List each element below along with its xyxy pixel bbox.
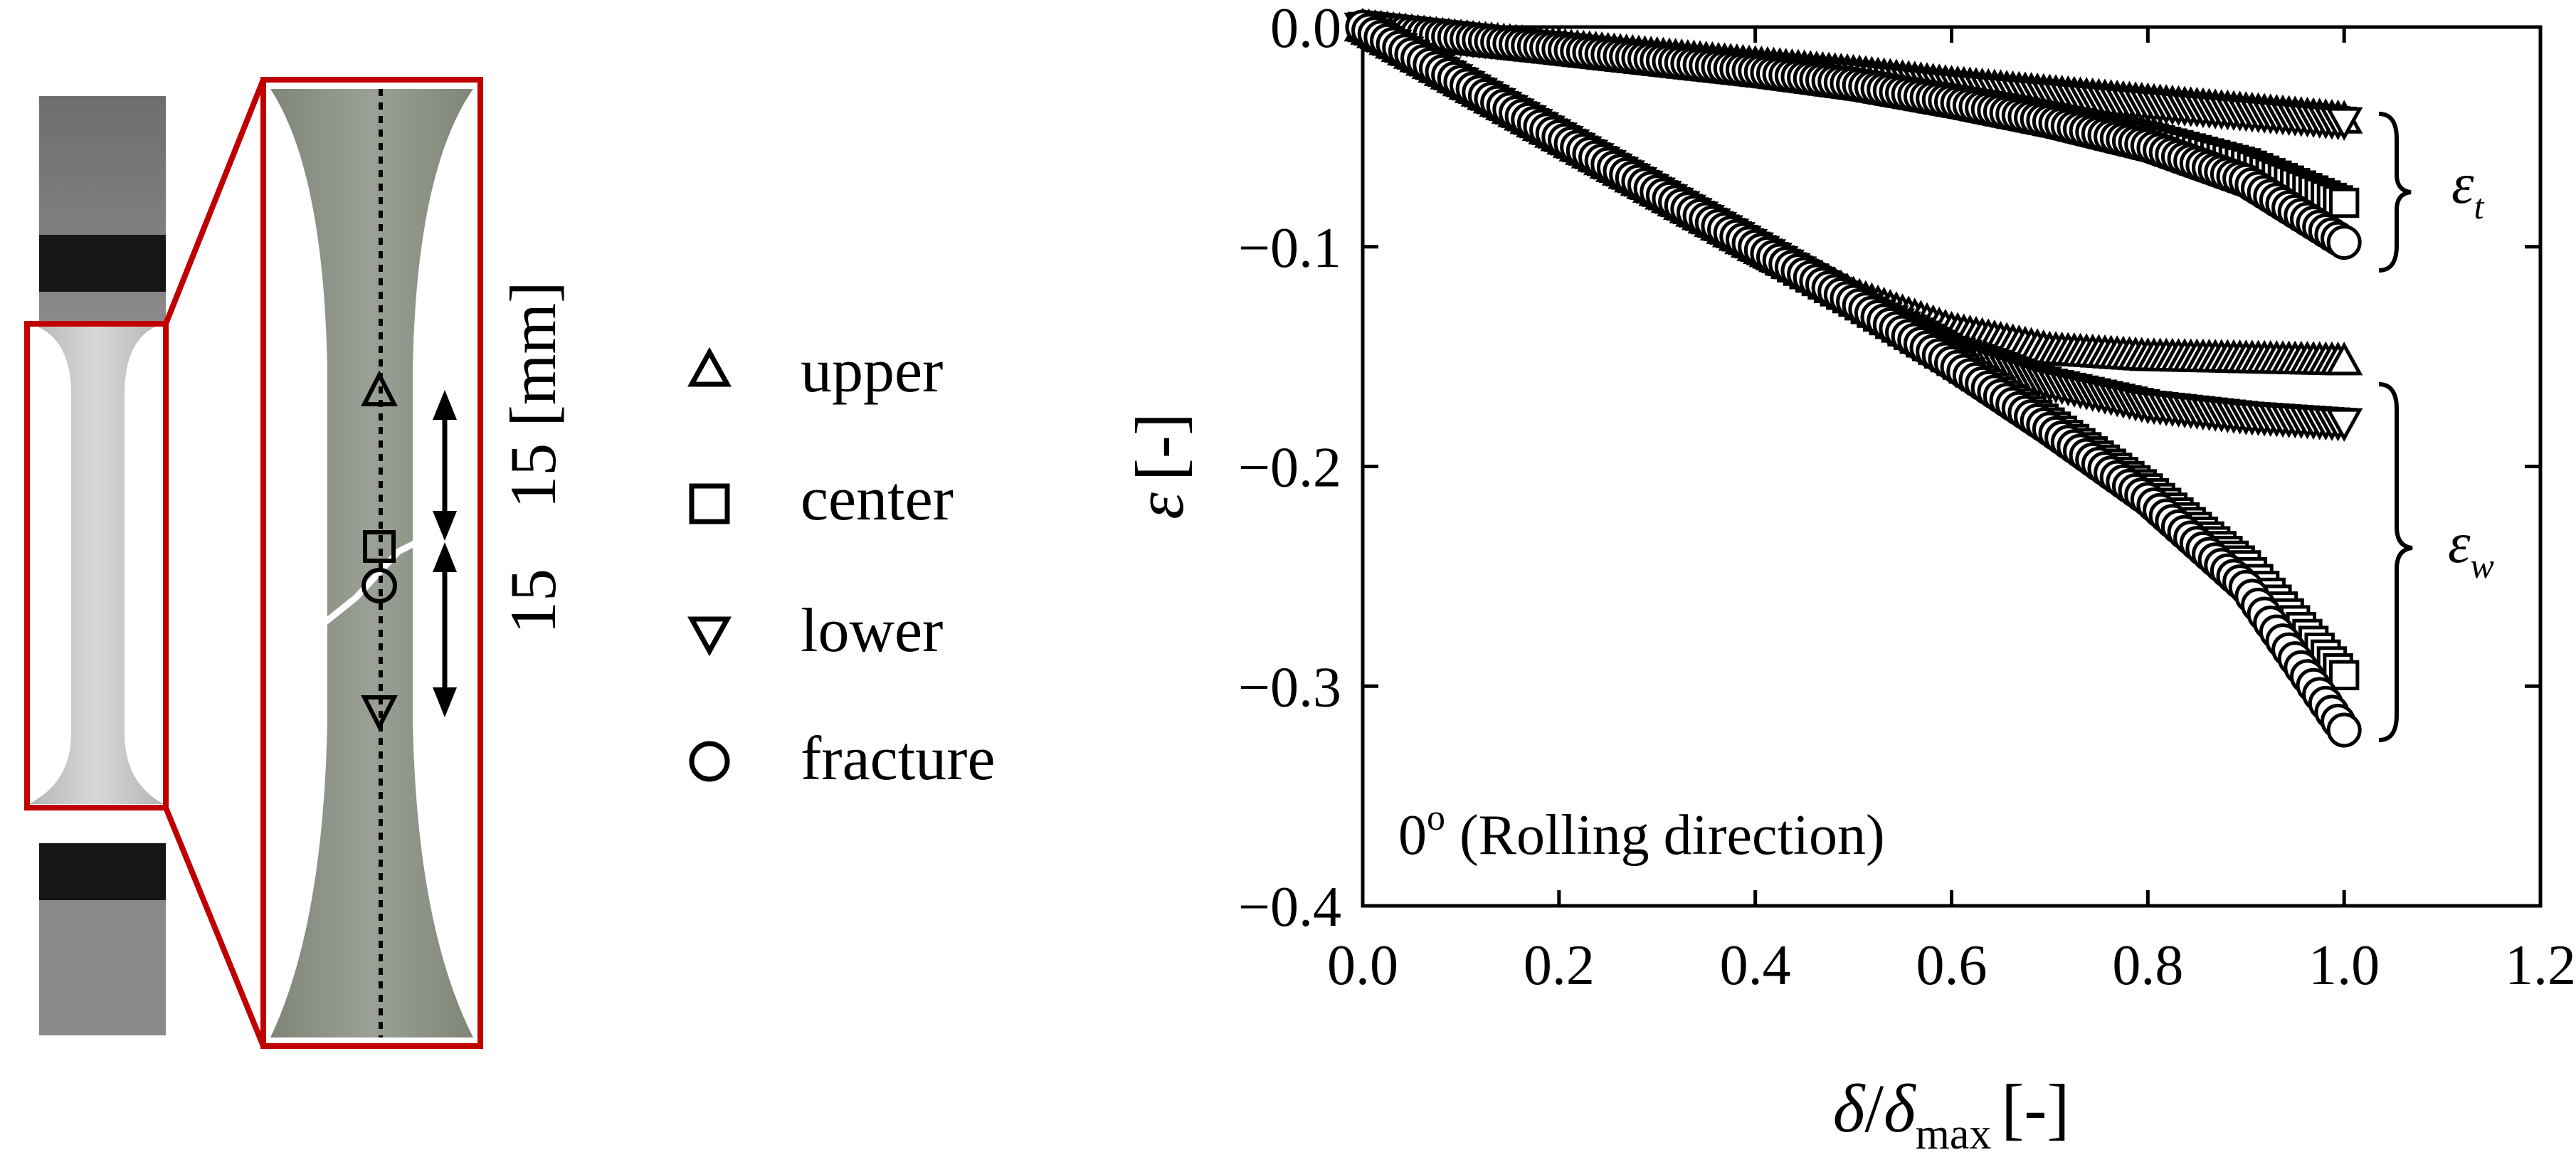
- y-tick-labels: 0.0 −0.1 −0.2 −0.3 −0.4: [1238, 0, 1341, 939]
- x-tick-label: 0.2: [1524, 934, 1595, 997]
- specimen-detail-frame: [24, 321, 169, 810]
- x-tick-label: 1.2: [2505, 934, 2576, 997]
- legend-label-fracture: fracture: [801, 724, 996, 793]
- x-tick-labels: 0.0 0.2 0.4 0.6 0.8 1.0 1.2: [1327, 934, 2576, 997]
- arrowhead-upper-top: [433, 390, 457, 420]
- chart: 0.0 0.2 0.4 0.6 0.8 1.0 1.2 0.0 −0.1 −0.2 −0.3 −0.…: [1121, 0, 2576, 1158]
- legend-label-upper: upper: [801, 337, 943, 406]
- x-axis-label: δ/δmax [-]: [1833, 1070, 2070, 1158]
- dimension-arrows: 15 [mm] 15: [433, 281, 569, 717]
- y-axis-label: ε[-]: [1121, 413, 1198, 519]
- legend: upper center lower fracture: [687, 337, 996, 793]
- specimen-photo: [24, 78, 266, 1047]
- brace-thickness: [2378, 112, 2412, 273]
- point-triangle-down: [2325, 408, 2363, 442]
- legend-marker-fracture: [689, 741, 730, 782]
- point-square: [2328, 187, 2360, 218]
- point-triangle-up: [2325, 342, 2363, 376]
- arrowhead-upper-bottom: [433, 511, 457, 541]
- x-tick-label: 0.4: [1720, 934, 1791, 997]
- y-tick-label: −0.3: [1238, 656, 1341, 719]
- plot-frame: [1361, 25, 2543, 908]
- specimen-lower-band: [39, 843, 166, 900]
- dimension-label-lower: 15: [497, 569, 569, 634]
- arrowhead-lower-top: [433, 542, 457, 572]
- point-square: [2328, 660, 2360, 691]
- axis-ticks: [1361, 25, 2543, 908]
- specimen-lower-grip: [39, 900, 166, 1035]
- y-tick-label: −0.1: [1238, 217, 1341, 280]
- x-tick-label: 0.6: [1916, 934, 1988, 997]
- series-thickness-circle: [1345, 9, 2362, 260]
- legend-marker-upper: [687, 347, 732, 387]
- point-circle: [2326, 225, 2362, 260]
- legend-marker-lower: [687, 616, 732, 657]
- chart-annotation: 0o (Rolling direction): [1398, 798, 1885, 867]
- data-series: [1344, 7, 2363, 748]
- specimen-gauge-section: [28, 324, 164, 804]
- point-triangle-down: [2325, 107, 2363, 141]
- zoom-gauge-section: [270, 89, 473, 1037]
- marker-lower: [361, 695, 398, 732]
- arrowhead-lower-bottom: [433, 687, 457, 717]
- x-tick-label: 0.8: [2112, 934, 2183, 997]
- zoom-line-bottom: [163, 806, 266, 1047]
- marker-upper: [361, 370, 398, 406]
- specimen-zoom: [260, 77, 483, 1049]
- y-tick-label: −0.2: [1238, 437, 1341, 500]
- marker-fracture: [361, 568, 397, 603]
- x-tick-label: 1.0: [2308, 934, 2380, 997]
- fracture-crack: [318, 519, 458, 629]
- point-circle: [2326, 712, 2362, 748]
- legend-marker-center: [689, 483, 730, 524]
- series-width-circle: [1345, 9, 2362, 748]
- legend-label-center: center: [801, 465, 954, 534]
- dimension-label-upper: 15 [mm]: [497, 281, 569, 508]
- brace-label-thickness: εt: [2451, 153, 2485, 226]
- brace-label-width: εw: [2448, 512, 2494, 586]
- x-tick-label: 0.0: [1327, 934, 1398, 997]
- y-tick-label: 0.0: [1270, 0, 1341, 60]
- brace-width: [2378, 382, 2413, 742]
- legend-label-lower: lower: [801, 596, 943, 665]
- y-tick-label: −0.4: [1238, 876, 1341, 939]
- marker-center: [363, 530, 396, 563]
- specimen-upper-band: [39, 235, 166, 292]
- zoom-line-top: [163, 78, 266, 325]
